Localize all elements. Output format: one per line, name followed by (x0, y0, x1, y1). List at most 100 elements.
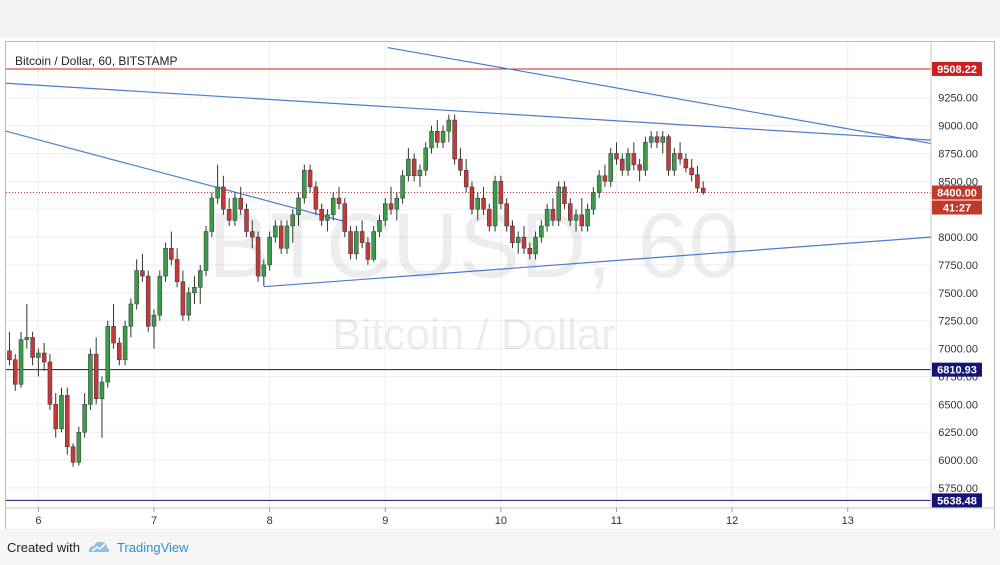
x-tick-label: 12 (726, 515, 738, 527)
candle-body-down (93, 353, 99, 399)
y-tick-label: 7500.00 (938, 288, 978, 300)
y-tick-label: 7750.00 (938, 260, 978, 272)
footer-brand-link[interactable]: TradingView (117, 540, 189, 555)
candle-body-down (568, 203, 573, 221)
x-tick-label: 7 (151, 515, 157, 527)
candle-body-up (215, 186, 220, 199)
candle-body-down (278, 225, 284, 249)
candle-body-up (284, 225, 290, 249)
trend-line (263, 236, 932, 288)
candle-body-up (492, 181, 498, 227)
candle-body-down (145, 275, 151, 327)
candle-body-up (591, 192, 596, 210)
top-strip (0, 0, 1000, 38)
candle-body-up (383, 203, 388, 221)
y-tick-label: 8750.00 (938, 148, 978, 160)
candle-body-up (157, 275, 163, 316)
candle-body-up (400, 175, 405, 199)
chart-frame[interactable]: BTCUSD, 60 Bitcoin / Dollar 9250.00 9000.… (5, 41, 995, 531)
candle-body-up (330, 197, 336, 216)
candle-body-up (128, 303, 134, 327)
x-tick-label: 11 (611, 515, 622, 527)
x-tick-label: 6 (35, 515, 41, 527)
y-tick-label: 5750.00 (938, 483, 978, 495)
y-tick-label: 6000.00 (938, 455, 978, 467)
candle-body-up (192, 287, 197, 294)
candle-body-up (105, 326, 110, 383)
candle-body-up (440, 130, 446, 143)
candle-body-up (648, 136, 654, 143)
candle-body-down (458, 158, 463, 171)
candle-body-up (544, 208, 550, 227)
candle-body-up (394, 197, 400, 210)
candle-body-down (579, 214, 585, 227)
candle-body-down (111, 326, 116, 344)
price-axis[interactable]: 9250.009000.008750.008500.008250.008000.… (938, 93, 978, 495)
candle-body-down (550, 208, 556, 221)
x-tick-label: 10 (495, 515, 507, 527)
y-tick-label: 8000.00 (938, 232, 978, 244)
y-tick-label: 6250.00 (938, 427, 978, 439)
trend-lines[interactable] (6, 46, 932, 288)
candle-body-up (325, 214, 330, 221)
candle-body-up (377, 220, 382, 232)
candle-body-down (13, 359, 18, 385)
candle-body-up (198, 270, 203, 288)
trend-line (6, 82, 932, 141)
candle-body-down (562, 186, 567, 204)
candle-body-down (504, 203, 509, 227)
candle-body-down (226, 208, 232, 221)
countdown-box (932, 200, 982, 215)
candle-body-down (481, 197, 486, 210)
candle-body-up (556, 186, 561, 221)
candle-body-down (255, 236, 261, 277)
candle-body-up (163, 247, 168, 277)
candle-body-down (527, 247, 533, 255)
candle-body-down (666, 136, 671, 171)
candle-body-down (70, 446, 76, 463)
candle-body-down (452, 119, 457, 160)
candle-body-down (487, 208, 492, 227)
candle-body-down (620, 158, 625, 171)
candle-body-up (660, 136, 665, 143)
price-labels: 9508.22 6810.93 5638.48 8400.00 41:27 (932, 61, 982, 508)
chart-title: Bitcoin / Dollar, 60, BITSTAMP (15, 54, 178, 68)
candle-body-down (510, 225, 515, 243)
level-label-box (932, 362, 982, 377)
candle-body-down (637, 164, 642, 171)
level-label: 5638.48 (937, 495, 977, 507)
candle-body-up (475, 197, 480, 210)
candle-body-up (406, 158, 411, 177)
candle-body-up (423, 147, 428, 171)
candle-body-down (463, 169, 469, 188)
candle-body-up (186, 292, 191, 316)
candle-body-down (180, 281, 186, 316)
candle-body-down (250, 231, 255, 238)
y-tick-label: 7250.00 (938, 316, 978, 328)
candle-body-up (151, 314, 157, 327)
candle-body-down (683, 158, 689, 169)
trend-line (6, 130, 345, 223)
candles (7, 114, 706, 467)
candle-body-down (30, 337, 35, 358)
candle-body-down (695, 174, 700, 189)
candle-body-up (99, 381, 105, 399)
candle-body-up (371, 231, 376, 260)
candle-body-up (625, 153, 631, 171)
candle-body-down (614, 153, 619, 160)
candle-body-down (238, 197, 243, 210)
watermark: BTCUSD, 60 Bitcoin / Dollar (208, 195, 740, 359)
level-label: 6810.93 (937, 365, 977, 377)
candle-body-up (672, 153, 677, 171)
chart-svg[interactable]: BTCUSD, 60 Bitcoin / Dollar 9250.00 9000.… (6, 42, 994, 530)
candle-body-down (65, 395, 70, 447)
candle-body-down (47, 361, 53, 405)
candle-body-down (244, 208, 249, 232)
tradingview-logo-icon[interactable] (87, 539, 111, 560)
last-price-label: 8400.00 (937, 188, 977, 200)
horizontal-levels (6, 68, 931, 501)
candle-body-up (429, 130, 434, 149)
candle-body-up (290, 214, 295, 227)
candle-body-down (336, 197, 342, 204)
time-axis[interactable]: 6 7 8 9 10 11 12 13 (35, 508, 854, 527)
